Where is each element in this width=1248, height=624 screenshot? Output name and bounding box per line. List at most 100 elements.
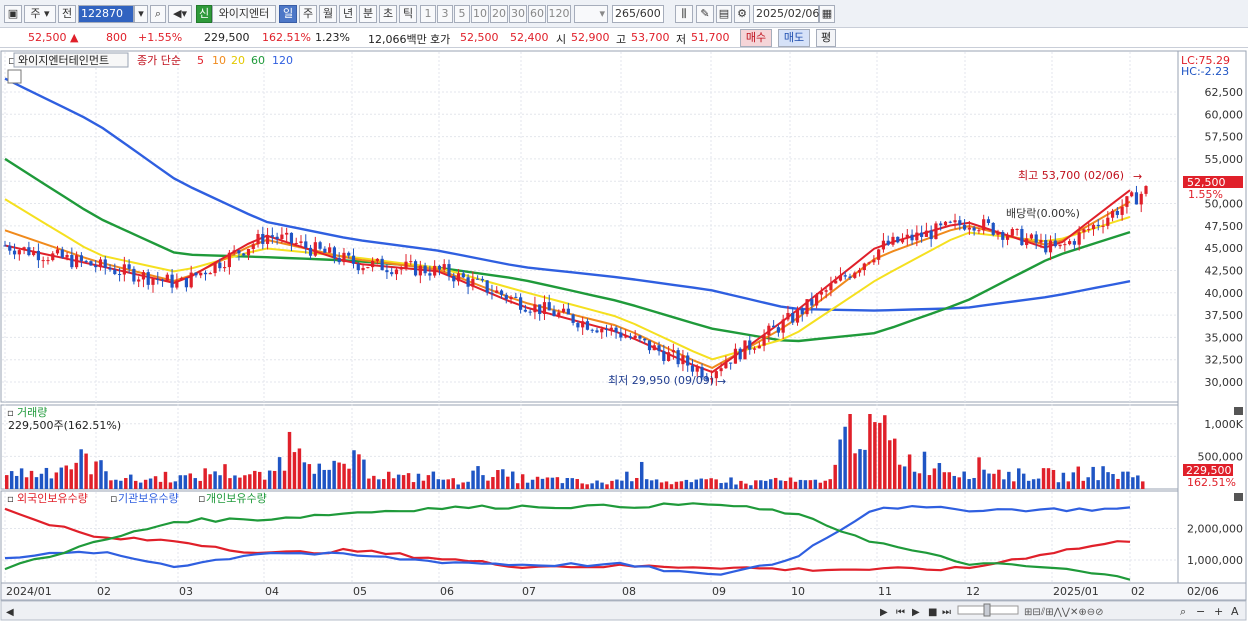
holdings-line-0 xyxy=(4,507,1131,572)
volume-bar xyxy=(739,480,743,489)
zoom-out-icon[interactable]: − xyxy=(1196,605,1205,618)
panel-settings-icon[interactable]: ▫ xyxy=(8,54,15,67)
candle xyxy=(652,342,656,351)
scroll-left-icon[interactable]: ◀ xyxy=(6,607,14,618)
volume-bar xyxy=(317,463,321,489)
buy-button[interactable]: 매수 xyxy=(740,29,772,47)
tools-icon[interactable]: ✎ xyxy=(696,5,714,23)
candle xyxy=(786,305,790,322)
period-daily-tab[interactable]: 일 xyxy=(279,5,297,23)
forward-icon[interactable]: ⏭ xyxy=(942,607,951,618)
search-zoom-icon[interactable]: ⌕ xyxy=(1180,605,1186,618)
candle xyxy=(404,254,408,271)
scroll-right-icon[interactable]: ▶ xyxy=(880,607,888,618)
candle xyxy=(939,221,943,231)
prev-button[interactable]: 전 xyxy=(58,5,76,23)
interval-10[interactable]: 10 xyxy=(471,5,489,23)
volume-bar xyxy=(897,464,902,489)
code-dropdown-icon[interactable]: ▾ xyxy=(134,5,148,23)
period-yearly-tab[interactable]: 년 xyxy=(339,5,357,23)
candle xyxy=(1134,185,1139,205)
trade-amount: 12,066백만 xyxy=(368,33,427,46)
candle xyxy=(108,264,112,272)
search-icon[interactable]: ⌕ xyxy=(150,5,166,23)
candle xyxy=(576,320,580,332)
volume-bar xyxy=(793,481,798,489)
candle xyxy=(943,220,948,227)
holdings-settings-icon[interactable]: ▫ xyxy=(7,494,14,505)
candle xyxy=(743,340,747,360)
interval-60[interactable]: 60 xyxy=(528,5,546,23)
table-icon[interactable] xyxy=(7,69,22,84)
zoom-slider-handle[interactable] xyxy=(983,603,991,617)
rewind-icon[interactable]: ⏮ xyxy=(896,607,905,618)
interval-3[interactable]: 3 xyxy=(437,5,453,23)
volume-bar xyxy=(193,478,197,489)
volume-settings-icon[interactable]: ▫ xyxy=(7,408,14,419)
volume-bar xyxy=(525,482,530,489)
price-y-tick: 40,000 xyxy=(1205,287,1244,300)
candle xyxy=(471,271,475,291)
period-second-tab[interactable]: 초 xyxy=(379,5,397,23)
volume-bar xyxy=(1091,466,1095,489)
market-select[interactable]: 주 ▾ xyxy=(24,5,56,23)
scroll-bar[interactable] xyxy=(0,600,1247,621)
eval-button[interactable]: 평 xyxy=(816,29,836,47)
volume-bar xyxy=(843,426,847,489)
period-monthly-tab[interactable]: 월 xyxy=(319,5,337,23)
speaker-icon[interactable]: ◀▾ xyxy=(168,5,192,23)
holdings-close-icon[interactable] xyxy=(1234,493,1243,501)
period-tick-tab[interactable]: 틱 xyxy=(399,5,417,23)
interval-20[interactable]: 20 xyxy=(490,5,508,23)
count-input[interactable]: 265/600 xyxy=(612,5,664,23)
high-arrow-icon: → xyxy=(1133,170,1142,183)
stock-code-input[interactable]: 122870 xyxy=(78,5,134,23)
toolbar-icons[interactable]: ⊞⊟⫽⊞⋀⋁✕⊕⊖⊘ xyxy=(1024,607,1104,618)
interval-120[interactable]: 120 xyxy=(547,5,571,23)
volume-bar xyxy=(719,483,723,489)
x-tick-label: 07 xyxy=(522,585,536,598)
stop-icon[interactable]: ■ xyxy=(928,607,937,618)
volume-bar xyxy=(714,479,718,489)
volume-bar xyxy=(357,454,361,489)
period-minute-tab[interactable]: 분 xyxy=(359,5,377,23)
period-weekly-tab[interactable]: 주 xyxy=(299,5,317,23)
volume-bar xyxy=(89,474,93,489)
candle xyxy=(628,333,633,340)
interval-30[interactable]: 30 xyxy=(509,5,527,23)
calendar-icon[interactable]: ▦ xyxy=(819,5,835,23)
gear-icon[interactable]: ⚙ xyxy=(734,5,750,23)
stock-chart[interactable]: 62,500 60,000 57,500 55,000 52,500 50,000 47,5… xyxy=(0,48,1248,621)
sell-button[interactable]: 매도 xyxy=(778,29,810,47)
play-icon[interactable]: ▶ xyxy=(912,607,920,618)
candle xyxy=(480,276,485,283)
stock-name[interactable]: 와이지엔터 xyxy=(212,5,276,23)
ma-line-60 xyxy=(4,157,1131,343)
volume-bar xyxy=(1126,471,1130,489)
candle xyxy=(194,272,198,278)
interval-1[interactable]: 1 xyxy=(420,5,436,23)
new-badge: 신 xyxy=(196,5,212,23)
candle xyxy=(1087,222,1091,233)
candle xyxy=(347,251,351,259)
volume-bar xyxy=(912,471,917,489)
date-input[interactable]: 2025/02/06 xyxy=(753,5,819,23)
volume-bar xyxy=(932,468,937,489)
legend-separator: ▫ xyxy=(198,492,205,505)
candle-type-icon[interactable]: ⫼ xyxy=(675,5,693,23)
candle xyxy=(65,252,69,261)
zoom-in-icon[interactable]: + xyxy=(1214,605,1223,618)
candle xyxy=(1053,233,1057,248)
volume-value: 229,500 xyxy=(204,31,250,44)
interval-custom-select[interactable]: ▾ xyxy=(574,5,608,23)
chart-type-icon[interactable]: ▣ xyxy=(4,5,22,23)
stock-title-box[interactable] xyxy=(13,52,129,68)
candle xyxy=(223,261,227,272)
save-icon[interactable]: ▤ xyxy=(716,5,732,23)
chart-area[interactable]: 62,500 60,000 57,500 55,000 52,500 50,000 47,5… xyxy=(0,48,1248,621)
font-size-icon[interactable]: A xyxy=(1231,605,1239,618)
candle xyxy=(41,256,45,268)
volume-close-icon[interactable] xyxy=(1234,407,1243,415)
interval-5[interactable]: 5 xyxy=(454,5,470,23)
candle xyxy=(638,334,642,343)
